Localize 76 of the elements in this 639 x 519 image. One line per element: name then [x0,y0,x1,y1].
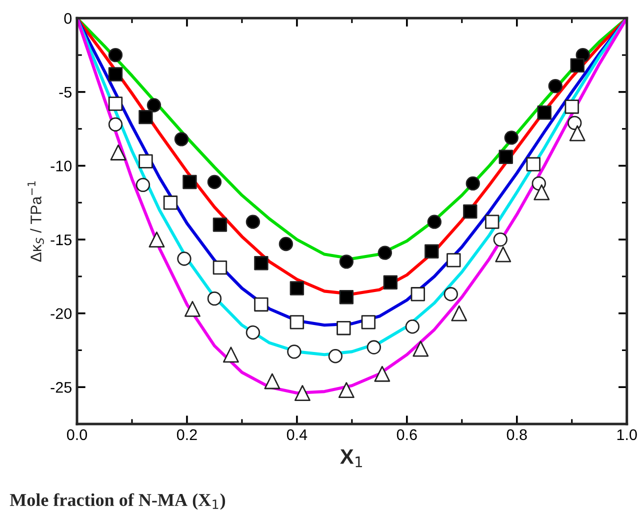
x-axis-title: X$_{1}$ [340,449,362,468]
point [564,100,579,114]
point [290,281,304,296]
point [383,275,398,290]
point [174,132,189,146]
point [493,232,508,247]
point [339,290,354,304]
point [495,246,512,262]
point [287,344,302,359]
point [163,196,178,210]
y-tick-label: -5 [59,86,72,98]
point [108,67,123,82]
point [146,98,162,112]
point [410,287,426,302]
point [424,244,439,258]
point [412,340,429,357]
point [212,218,228,232]
point [328,349,343,364]
point [108,96,123,111]
point [361,315,376,330]
point [184,300,200,317]
point [246,214,260,229]
point [138,154,153,168]
point [339,254,354,269]
point [207,291,222,306]
point [463,204,478,219]
point [222,346,239,363]
point [498,150,513,164]
point [374,366,390,382]
point [290,315,304,330]
point [278,236,294,252]
point [182,174,197,190]
point [537,106,552,120]
point [378,246,392,260]
point [138,110,153,124]
x-tick-label: 0.4 [286,429,308,440]
point [526,157,540,172]
x-tick-label: 1.0 [617,429,637,440]
x-tick-label: 0.2 [176,429,197,440]
point [569,125,586,142]
point [254,256,268,270]
point [294,385,310,402]
point [485,214,500,229]
point [177,252,192,266]
point [466,176,480,191]
point [246,325,260,340]
point [446,253,461,268]
point [254,297,268,312]
point [108,48,123,62]
x-tick-label: 0.0 [66,429,88,440]
point [405,320,420,334]
y-tick-label: 0 [64,13,72,24]
y-axis-title: Δκ$_{S}$ / TPa$^{−1}$ [28,181,44,262]
point [570,58,584,72]
x-tick-label: 0.6 [396,429,417,440]
point [338,382,354,398]
y-tick-label: -20 [50,308,72,320]
point [336,320,351,336]
point [110,144,126,160]
point [207,174,222,190]
point [108,117,123,132]
point [427,214,442,229]
point [148,232,165,248]
point [548,78,562,94]
point [451,305,468,322]
point [136,178,150,192]
text: Mole fraction of N-MA (X$_{1}$) [10,493,226,510]
y-tick-label: -25 [50,382,72,393]
point [366,340,382,354]
y-tick-label: -15 [50,234,72,246]
point [534,184,550,200]
x-tick-label: 0.8 [506,429,527,440]
point [212,260,228,275]
y-tick-label: -10 [50,160,72,172]
point [264,373,280,390]
point [504,130,518,145]
